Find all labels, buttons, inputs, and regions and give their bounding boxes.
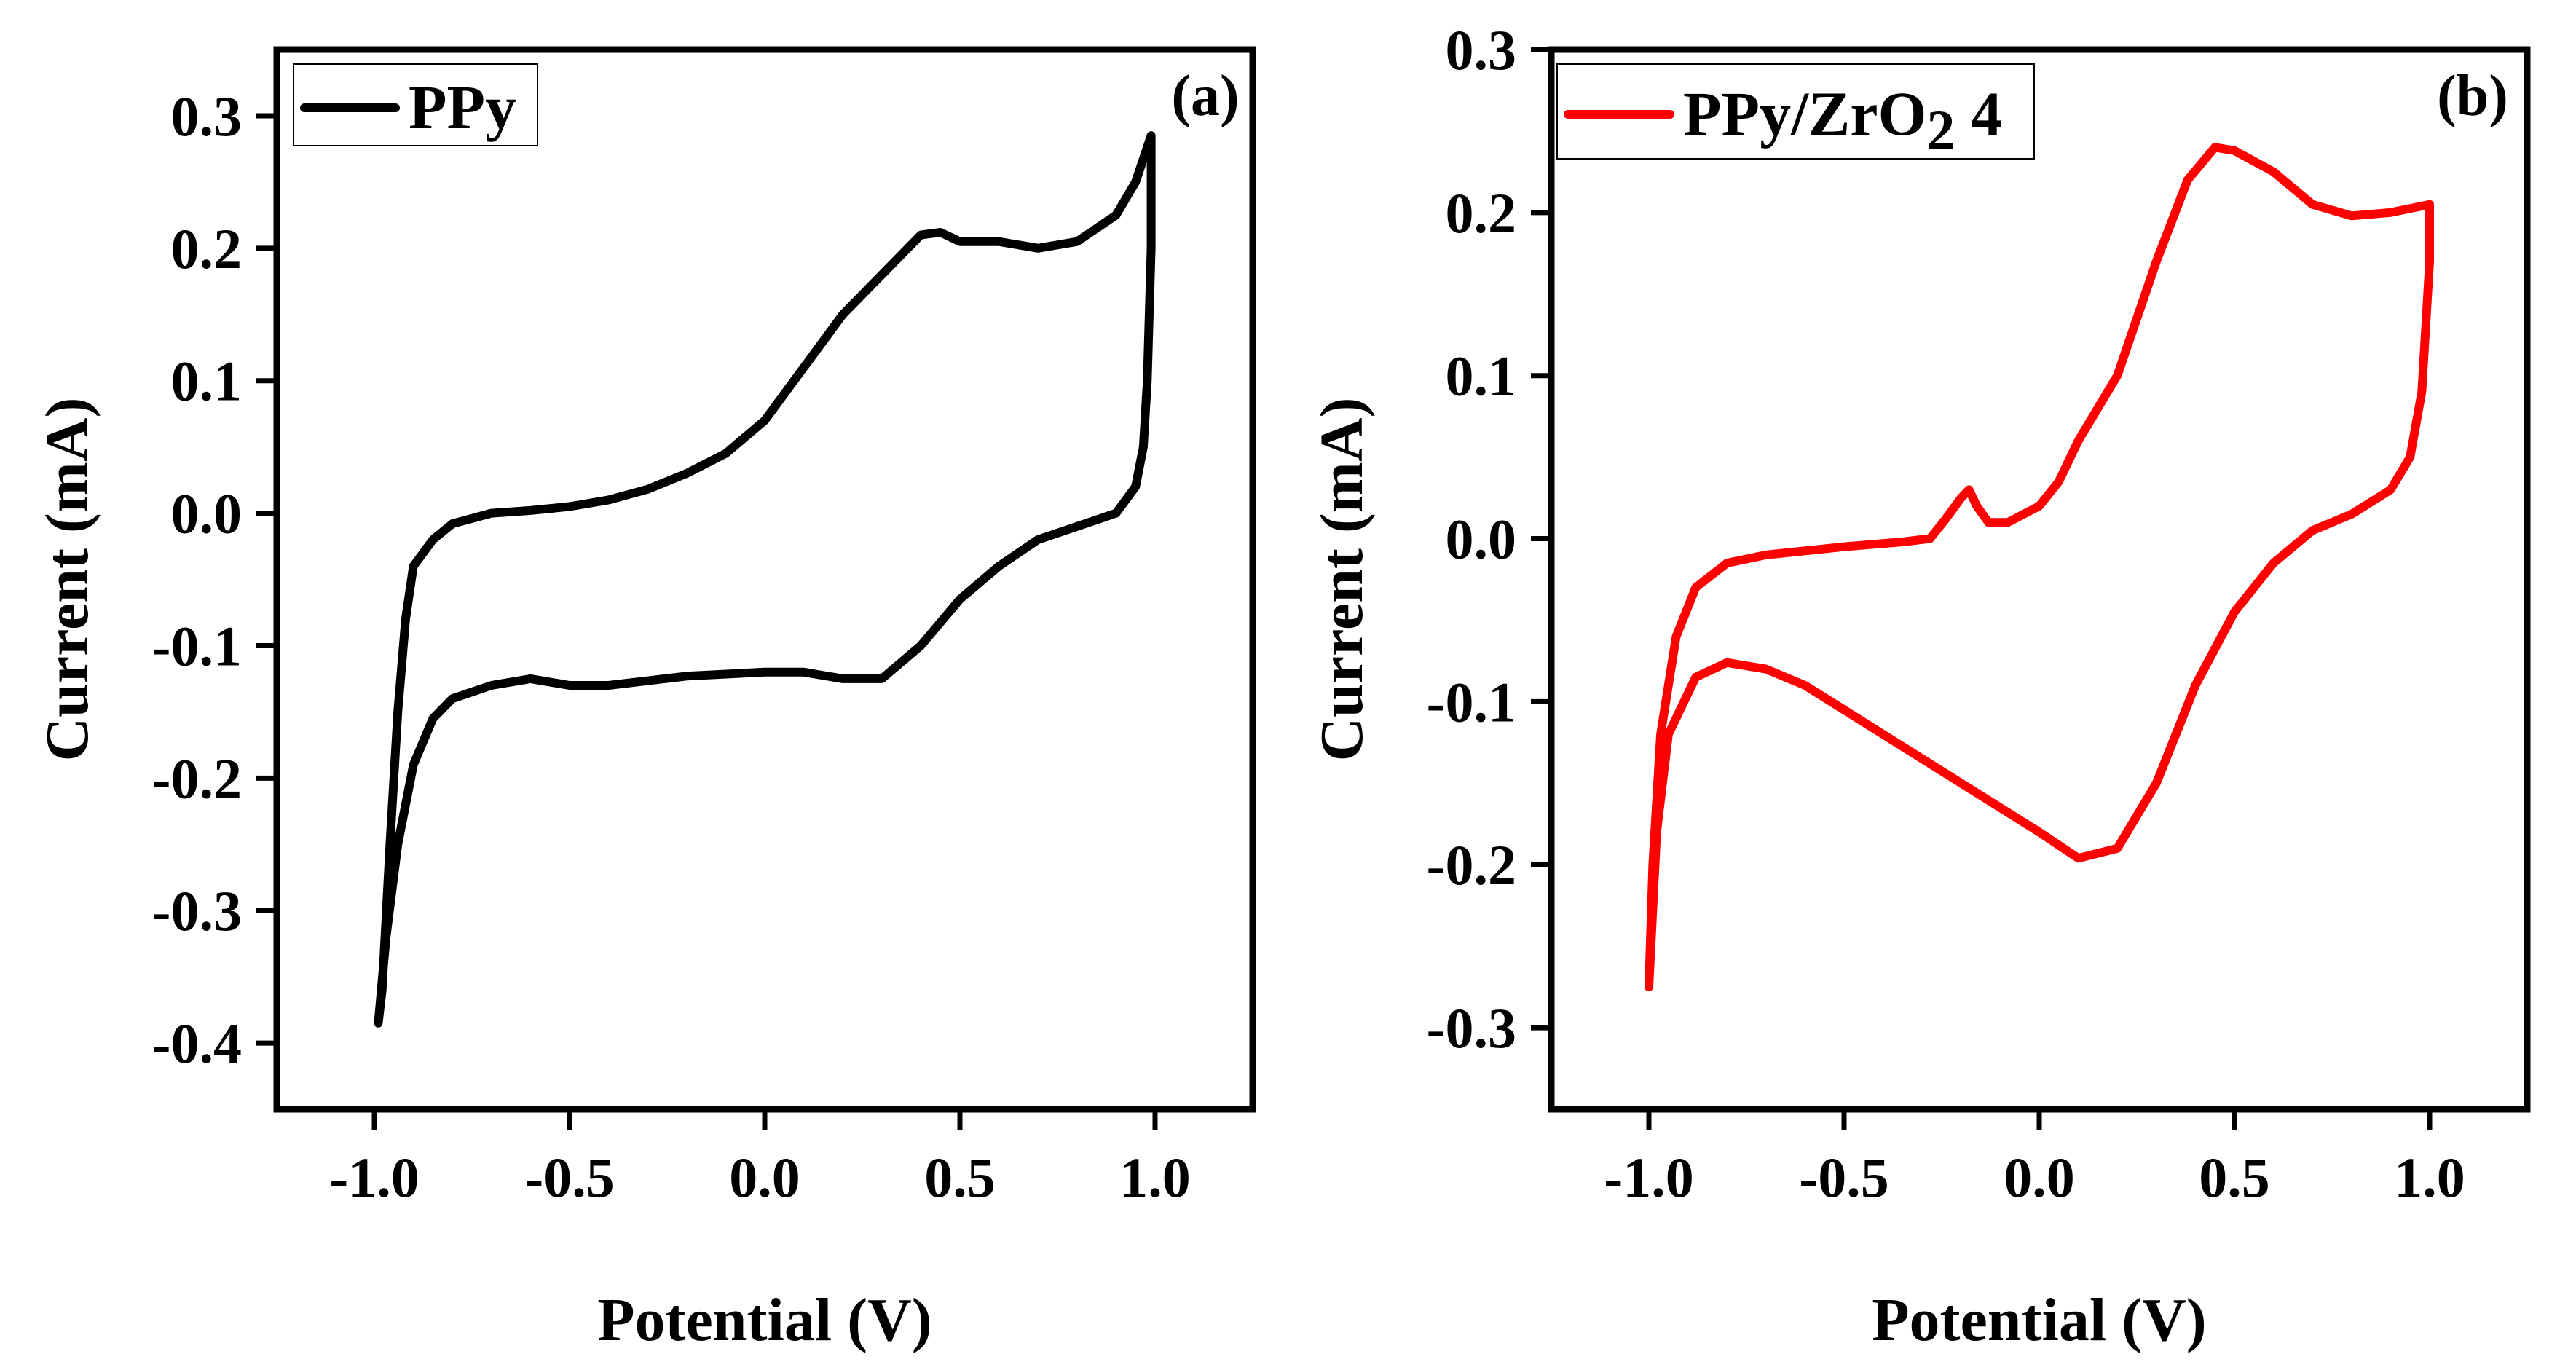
- y-tick-label: -0.4: [152, 1012, 242, 1075]
- cv-curve-0: [374, 131, 1156, 1028]
- y-tick-label: -0.2: [152, 747, 242, 810]
- legend-label: PPy/ZrO2 4: [1683, 79, 2002, 162]
- panel-label: (b): [2437, 64, 2508, 128]
- y-tick-label: 0.2: [171, 217, 243, 280]
- x-tick-label: 1.0: [2394, 1146, 2465, 1209]
- x-tick-label: 0.5: [924, 1146, 996, 1209]
- x-tick-label: 0.0: [729, 1146, 800, 1209]
- y-axis-title: Current (mA): [1308, 398, 1376, 762]
- plot-frame: [273, 46, 1256, 1113]
- y-tick-label: 0.1: [1446, 345, 1517, 408]
- legend-label: PPy: [409, 72, 516, 142]
- y-tick-label: 0.2: [1446, 181, 1517, 245]
- cv-curve-0: [1645, 143, 2434, 992]
- y-tick-label: 0.3: [171, 84, 243, 148]
- y-tick-label: 0.3: [1446, 18, 1517, 82]
- y-tick-label: 0.0: [171, 482, 243, 546]
- y-tick-label: -0.2: [1427, 833, 1516, 897]
- y-tick-label: -0.1: [152, 614, 242, 677]
- panel-b: -1.0 -0.5 0.0 0.5 1.0 -0.3 -0.2 -0.1 0.0 0.1 0.2 0.…: [1308, 18, 2531, 1354]
- x-axis-title: Potential (V): [597, 1286, 932, 1354]
- x-tick-label: -1.0: [329, 1146, 419, 1209]
- x-tick-label: 0.5: [2199, 1146, 2270, 1209]
- y-tick-label: -0.3: [1427, 996, 1516, 1060]
- legend: PPy: [293, 63, 538, 146]
- y-tick-label: -0.1: [1427, 670, 1516, 733]
- legend: PPy/ZrO2 4: [1556, 63, 2035, 162]
- plot-frame: [1548, 46, 2531, 1113]
- y-axis-title: Current (mA): [34, 398, 101, 762]
- x-tick-label: 0.0: [2004, 1146, 2075, 1209]
- x-tick-label: -0.5: [1799, 1146, 1888, 1209]
- panel-label: (a): [1171, 64, 1239, 128]
- y-tick-label: -0.3: [152, 879, 242, 942]
- y-tick-label: 0.0: [1446, 508, 1517, 571]
- x-tick-label: -1.0: [1604, 1146, 1693, 1209]
- x-tick-label: -0.5: [524, 1146, 614, 1209]
- panel-a: -1.0 -0.5 0.0 0.5 1.0 -0.4 -0.3 -0.2 -0.1 0.0 0.1 0…: [34, 46, 1256, 1354]
- y-tick-label: 0.1: [171, 350, 243, 413]
- x-tick-label: 1.0: [1119, 1146, 1191, 1209]
- x-axis-title: Potential (V): [1872, 1286, 2207, 1354]
